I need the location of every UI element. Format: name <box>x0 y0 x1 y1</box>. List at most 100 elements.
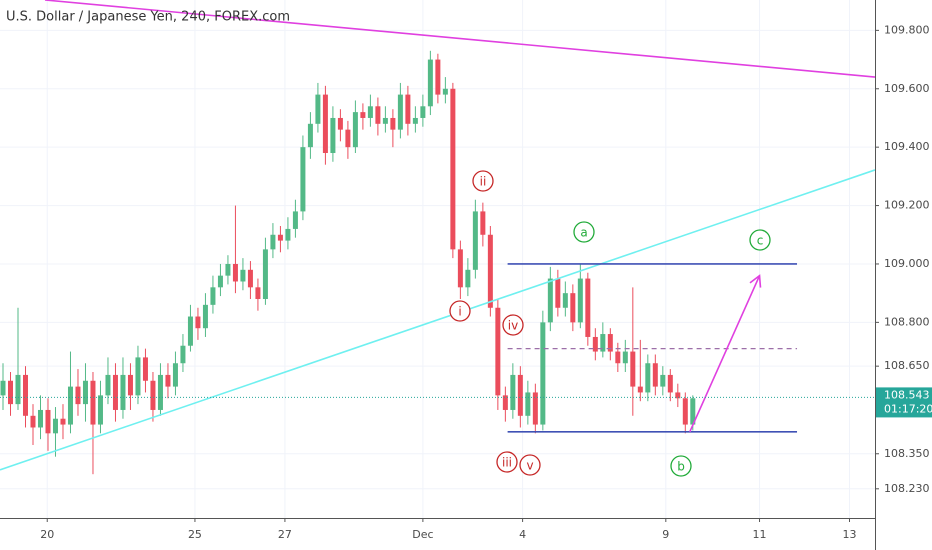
candle-body <box>0 380 6 396</box>
candle-body <box>487 234 493 308</box>
candle-body <box>532 392 538 425</box>
candle-body <box>60 418 66 425</box>
candle-body <box>405 94 411 124</box>
wave-label: a <box>580 226 587 240</box>
candle-body <box>517 374 523 416</box>
candle-body <box>570 293 576 323</box>
candle-body <box>157 374 163 410</box>
x-tick-label: 20 <box>40 528 54 541</box>
candle-body <box>562 293 568 308</box>
candle-body <box>120 374 126 410</box>
candle-body <box>352 112 358 148</box>
candle-body <box>442 88 448 95</box>
candle-body <box>390 117 396 130</box>
candle-body <box>435 59 441 95</box>
plot <box>0 0 876 475</box>
y-tick-label: 108.230 <box>884 482 930 495</box>
wave-label: v <box>526 459 533 473</box>
candle-body <box>652 363 658 387</box>
candle-body <box>675 392 681 399</box>
y-tick-label: 109.000 <box>884 257 930 270</box>
candle-body <box>67 386 73 425</box>
trend-line <box>0 169 876 471</box>
candle-body <box>172 363 178 387</box>
candle-body <box>592 336 598 352</box>
candle-body <box>502 395 508 410</box>
candle-body <box>330 117 336 154</box>
candle-body <box>180 345 186 364</box>
candle-body <box>367 106 373 118</box>
candle-body <box>420 106 426 118</box>
candle-body <box>645 363 651 393</box>
candle-body <box>615 351 621 364</box>
y-tick-label: 108.350 <box>884 447 930 460</box>
candle-body <box>247 269 253 288</box>
wave-marker <box>449 300 471 322</box>
candle-body <box>210 287 216 305</box>
candle-body <box>547 278 553 323</box>
candle-body <box>52 418 58 434</box>
candle-body <box>232 263 238 282</box>
candle-body <box>75 386 81 405</box>
wave-label: c <box>757 234 764 248</box>
candle-body <box>240 269 246 282</box>
candle-body <box>322 94 328 154</box>
candle-body <box>555 278 561 308</box>
candle-body <box>375 106 381 124</box>
y-tick-label: 109.200 <box>884 199 930 212</box>
candle-body <box>45 409 51 434</box>
wave-marker <box>749 229 771 251</box>
candle-body <box>105 374 111 396</box>
y-tick-label: 109.600 <box>884 82 930 95</box>
candle-body <box>600 334 606 352</box>
x-tick-label: Dec <box>412 528 433 541</box>
wave-label: iii <box>502 456 512 470</box>
trend-line <box>44 0 876 78</box>
candle-body <box>540 322 546 425</box>
wave-marker <box>573 221 595 243</box>
candle-body <box>525 392 531 416</box>
candle-body <box>202 304 208 329</box>
wave-marker <box>472 170 494 192</box>
candle-body <box>292 211 298 229</box>
chart-title: U.S. Dollar / Japanese Yen, 240, FOREX.c… <box>6 10 290 25</box>
candle-body <box>465 269 471 288</box>
candle-body <box>397 94 403 130</box>
wave-label: b <box>677 460 685 474</box>
candle-body <box>195 316 201 329</box>
candle-body <box>457 249 463 288</box>
candle-body <box>622 351 628 364</box>
candle-body <box>285 228 291 241</box>
candle-body <box>165 374 171 387</box>
candle-body <box>217 275 223 288</box>
candle-body <box>360 112 366 118</box>
candle-body <box>225 263 231 276</box>
candle-body <box>690 398 696 425</box>
candle-body <box>262 249 268 300</box>
last-price-box <box>876 387 932 418</box>
candle-body <box>630 351 636 387</box>
candle-body <box>90 380 96 425</box>
wave-label: iv <box>508 319 518 333</box>
candle-body <box>277 234 283 241</box>
x-tick-label: 25 <box>188 528 202 541</box>
candle-body <box>30 415 36 428</box>
candle-body <box>337 117 343 130</box>
candle-body <box>607 334 613 352</box>
x-tick-label: 27 <box>278 528 292 541</box>
countdown-label: 01:17:20 <box>884 402 932 415</box>
candle-body <box>37 409 43 428</box>
x-tick-label: 11 <box>753 528 767 541</box>
candle-body <box>660 374 666 387</box>
candle-body <box>412 117 418 124</box>
wave-marker <box>670 455 692 477</box>
candle-body <box>427 59 433 107</box>
candle-body <box>142 357 148 381</box>
y-tick-label: 108.650 <box>884 359 930 372</box>
x-tick-label: 9 <box>662 528 669 541</box>
candle-body <box>682 398 688 425</box>
candle-body <box>112 374 118 410</box>
candle-body <box>82 380 88 405</box>
candle-body <box>22 374 28 416</box>
